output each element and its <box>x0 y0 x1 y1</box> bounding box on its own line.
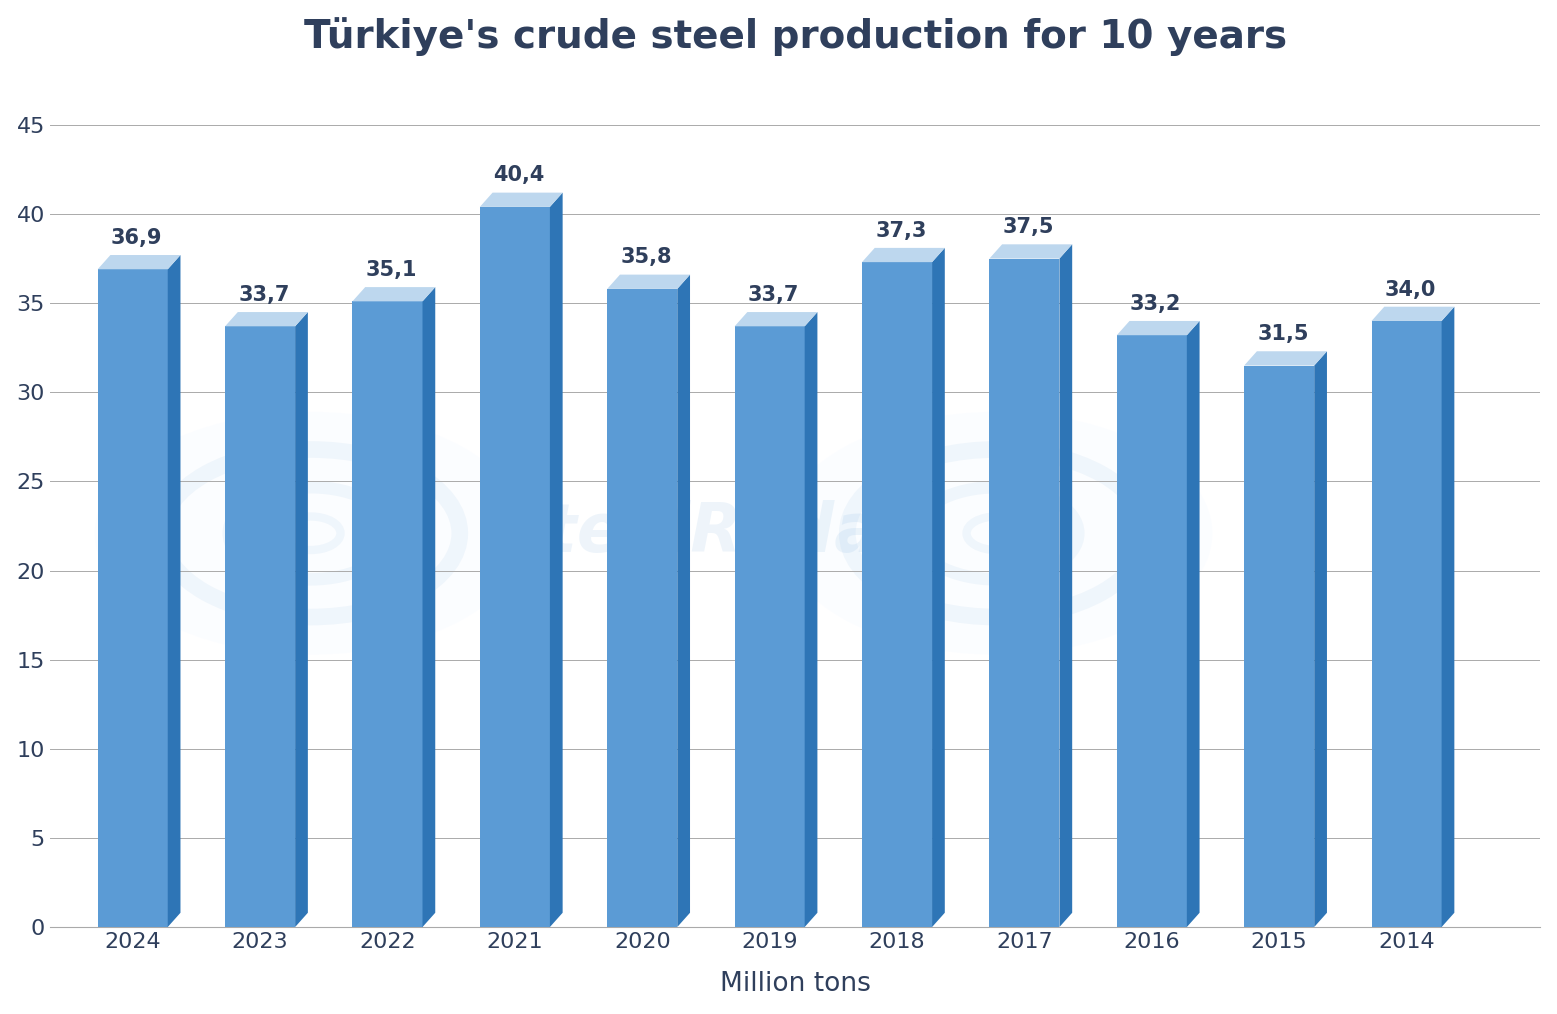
Circle shape <box>95 412 526 655</box>
Polygon shape <box>296 312 308 927</box>
Polygon shape <box>168 255 181 927</box>
Polygon shape <box>98 270 168 927</box>
Polygon shape <box>226 312 308 327</box>
Polygon shape <box>1244 365 1314 927</box>
Polygon shape <box>1059 244 1073 927</box>
Polygon shape <box>1116 336 1186 927</box>
Polygon shape <box>863 263 933 927</box>
Polygon shape <box>989 259 1059 927</box>
Polygon shape <box>735 312 817 327</box>
Polygon shape <box>550 193 562 927</box>
Text: 34,0: 34,0 <box>1384 280 1436 299</box>
Text: 33,7: 33,7 <box>238 285 290 305</box>
Polygon shape <box>989 244 1073 259</box>
Text: 33,7: 33,7 <box>747 285 799 305</box>
Polygon shape <box>607 289 677 927</box>
Polygon shape <box>1372 306 1454 321</box>
Text: SteelRadar: SteelRadar <box>498 500 914 566</box>
Polygon shape <box>1186 321 1199 927</box>
X-axis label: Million tons: Million tons <box>719 971 870 998</box>
Polygon shape <box>805 312 817 927</box>
Polygon shape <box>422 287 436 927</box>
Title: Türkiye's crude steel production for 10 years: Türkiye's crude steel production for 10 … <box>304 16 1286 56</box>
Polygon shape <box>933 247 945 927</box>
Text: 40,4: 40,4 <box>494 165 545 186</box>
Polygon shape <box>607 275 690 289</box>
Text: 31,5: 31,5 <box>1256 324 1309 344</box>
Polygon shape <box>226 327 296 927</box>
Polygon shape <box>735 327 805 927</box>
Text: 35,1: 35,1 <box>366 260 417 280</box>
Polygon shape <box>1372 321 1442 927</box>
Polygon shape <box>480 193 562 207</box>
Circle shape <box>780 412 1213 655</box>
Polygon shape <box>677 275 690 927</box>
Text: 37,3: 37,3 <box>875 221 926 240</box>
Polygon shape <box>352 301 422 927</box>
Polygon shape <box>1442 306 1454 927</box>
Polygon shape <box>1244 351 1327 365</box>
Polygon shape <box>98 255 181 270</box>
Text: 36,9: 36,9 <box>111 228 162 247</box>
Text: 37,5: 37,5 <box>1003 217 1054 237</box>
Polygon shape <box>480 207 550 927</box>
Polygon shape <box>863 247 945 263</box>
Polygon shape <box>1116 321 1199 336</box>
Polygon shape <box>352 287 436 301</box>
Text: 35,8: 35,8 <box>620 247 671 268</box>
Polygon shape <box>1314 351 1327 927</box>
Text: 33,2: 33,2 <box>1130 294 1182 314</box>
